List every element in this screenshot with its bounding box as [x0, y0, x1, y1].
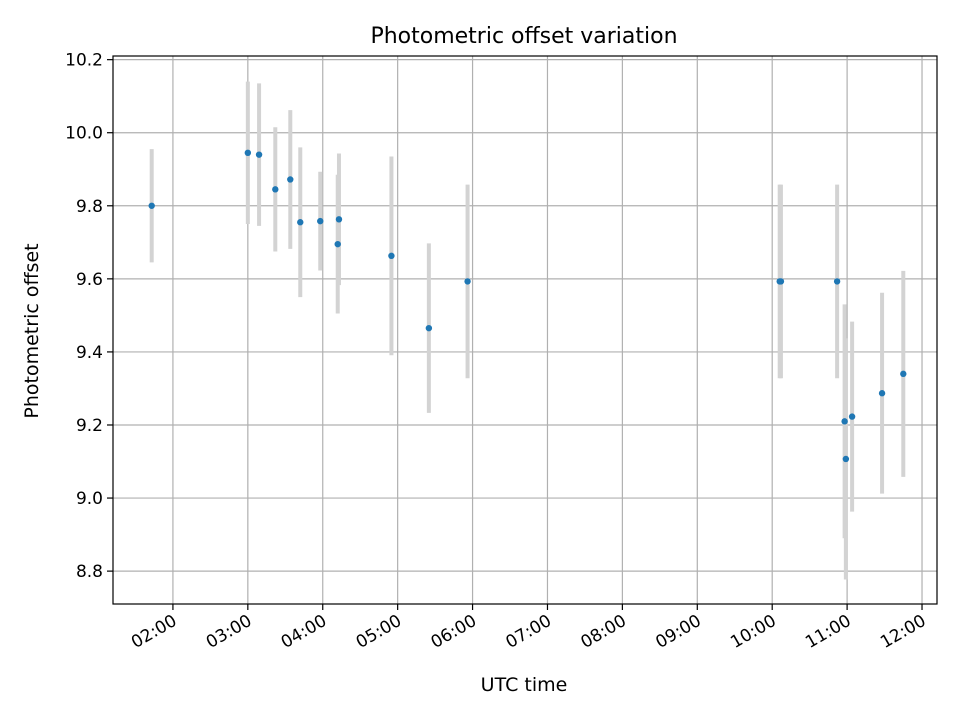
- data-point: [833, 278, 841, 285]
- data-point: [334, 240, 341, 248]
- y-tick-label: 10.0: [65, 124, 103, 144]
- data-point: [841, 418, 848, 425]
- data-point: [848, 413, 856, 420]
- y-tick-label: 9.8: [76, 197, 103, 217]
- y-tick-label: 9.0: [76, 489, 103, 509]
- data-point: [900, 370, 907, 378]
- x-tick-label: 12:00: [877, 611, 929, 653]
- data-point: [244, 149, 252, 157]
- error-bars: [149, 81, 906, 580]
- plot-frame: [112, 55, 938, 605]
- data-point: [335, 216, 343, 223]
- data-point: [272, 186, 279, 193]
- data-point: [317, 217, 324, 225]
- x-tick-label: 09:00: [652, 611, 704, 653]
- x-tick-label: 04:00: [278, 611, 330, 653]
- data-point: [425, 324, 433, 332]
- y-tick-label: 9.6: [76, 270, 103, 290]
- data-point: [464, 278, 471, 285]
- y-tick-label: 9.2: [76, 416, 103, 436]
- grid-lines: [113, 56, 937, 604]
- data-points: [148, 149, 907, 463]
- data-point: [148, 202, 155, 209]
- y-tick-label: 9.4: [76, 343, 103, 363]
- x-tick-label: 02:00: [128, 611, 180, 653]
- x-axis-label: UTC time: [481, 674, 568, 696]
- data-point: [842, 455, 850, 463]
- data-point: [287, 176, 294, 183]
- x-tick-label: 08:00: [577, 611, 629, 653]
- y-tick-label: 8.8: [76, 562, 103, 582]
- y-axis-label: Photometric offset: [21, 243, 43, 418]
- data-point: [255, 151, 263, 158]
- x-tick-label: 06:00: [428, 611, 480, 653]
- data-point: [297, 219, 304, 226]
- x-tick-label: 03:00: [203, 611, 255, 653]
- chart-title: Photometric offset variation: [370, 24, 677, 49]
- x-tick-label: 07:00: [503, 611, 555, 653]
- data-point: [388, 252, 395, 260]
- data-point: [878, 390, 886, 397]
- data-point: [777, 278, 785, 285]
- x-tick-label: 11:00: [802, 611, 854, 653]
- x-tick-label: 10:00: [727, 611, 779, 653]
- x-tick-label: 05:00: [353, 611, 405, 653]
- y-tick-label: 10.2: [65, 51, 103, 71]
